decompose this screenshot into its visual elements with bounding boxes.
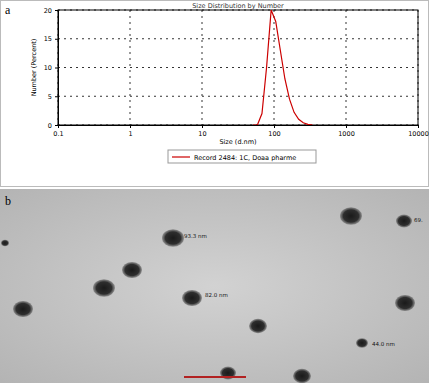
data-line bbox=[253, 10, 313, 125]
particle bbox=[1, 240, 9, 246]
legend-label: Record 2484: 1C, Doaa pharme bbox=[194, 154, 296, 162]
particle-label: 93.3 nm bbox=[184, 233, 207, 239]
tick: 20 bbox=[44, 7, 58, 15]
y-axis-title: Number (Percent) bbox=[30, 39, 38, 97]
tick-label: 5 bbox=[48, 93, 52, 101]
tick-label: 0.1 bbox=[53, 130, 63, 138]
tick: 1000 bbox=[338, 125, 355, 138]
tick-label: 15 bbox=[44, 35, 52, 43]
particle bbox=[395, 295, 415, 311]
panel-a-frame bbox=[1, 1, 429, 187]
grid-line-y bbox=[58, 38, 418, 39]
tick: 10 bbox=[198, 125, 206, 138]
particle bbox=[93, 279, 115, 297]
x-axis: 0.1 1 10 100 1000 10000 bbox=[53, 125, 429, 138]
particle bbox=[162, 229, 184, 247]
tick-label: 0 bbox=[48, 122, 52, 130]
tick-label: 20 bbox=[44, 7, 52, 15]
grid bbox=[58, 10, 418, 125]
particle-label: 44.0 nm bbox=[372, 341, 395, 347]
x-axis-title: Size (d.nm) bbox=[219, 138, 256, 146]
plot-frame bbox=[58, 10, 418, 125]
tick: 10000 bbox=[408, 125, 429, 138]
particles bbox=[1, 207, 415, 383]
tick: 5 bbox=[48, 93, 58, 101]
tick: 0 bbox=[48, 122, 58, 130]
grid-line-y bbox=[58, 67, 418, 68]
y-axis: 0 5 10 15 20 bbox=[44, 7, 59, 130]
particle-label: 82.0 nm bbox=[205, 292, 228, 298]
legend: Record 2484: 1C, Doaa pharme bbox=[168, 150, 316, 163]
particle bbox=[182, 290, 202, 306]
tick-label: 1 bbox=[128, 130, 132, 138]
grid-line-y bbox=[58, 96, 418, 97]
axis-line bbox=[59, 126, 419, 129]
tick-label: 10 bbox=[198, 130, 206, 138]
tick: 10 bbox=[44, 64, 58, 72]
chart-title: Size Distribution by Number bbox=[192, 2, 284, 10]
particle bbox=[396, 215, 412, 228]
particle-label: 69. bbox=[414, 217, 423, 223]
particle bbox=[340, 207, 362, 225]
tick: 1 bbox=[128, 125, 132, 138]
micrograph-background bbox=[0, 189, 429, 383]
particle bbox=[13, 301, 33, 317]
tick: 0.1 bbox=[53, 125, 63, 138]
tick-label: 1000 bbox=[338, 130, 355, 138]
particle bbox=[249, 319, 267, 333]
tick-label: 100 bbox=[268, 130, 280, 138]
plot-data bbox=[253, 10, 313, 125]
tick-label: 10 bbox=[44, 64, 52, 72]
particle bbox=[293, 369, 311, 383]
tick: 100 bbox=[268, 125, 280, 138]
tick-label: 10000 bbox=[408, 130, 429, 138]
tick: 15 bbox=[44, 35, 58, 43]
scale-bar bbox=[184, 376, 246, 378]
panel-label: b bbox=[5, 194, 11, 208]
figure: Size Distribution by Number0.11101001000… bbox=[0, 0, 429, 383]
legend-box bbox=[168, 150, 316, 163]
particle bbox=[356, 338, 368, 348]
legend-swatch bbox=[172, 156, 190, 157]
panel-label: a bbox=[5, 3, 11, 17]
particle bbox=[122, 262, 142, 278]
